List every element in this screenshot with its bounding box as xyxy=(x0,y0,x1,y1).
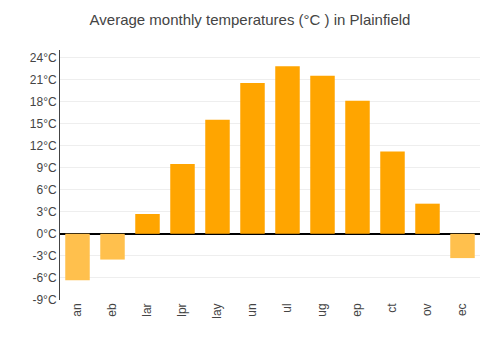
svg-text:lar: lar xyxy=(140,303,154,316)
svg-text:lay: lay xyxy=(210,303,224,318)
svg-text:21°C: 21°C xyxy=(30,73,57,87)
svg-text:-9°C: -9°C xyxy=(32,293,56,307)
svg-text:15°C: 15°C xyxy=(30,117,57,131)
svg-text:9°C: 9°C xyxy=(36,161,56,175)
svg-text:ec: ec xyxy=(455,303,469,316)
svg-text:3°C: 3°C xyxy=(36,205,56,219)
svg-text:-3°C: -3°C xyxy=(32,249,56,263)
svg-text:6°C: 6°C xyxy=(36,183,56,197)
svg-text:ug: ug xyxy=(315,303,329,316)
svg-text:ep: ep xyxy=(350,303,364,317)
svg-text:an: an xyxy=(70,303,84,316)
svg-text:un: un xyxy=(245,303,259,316)
svg-text:ct: ct xyxy=(385,303,399,313)
svg-text:12°C: 12°C xyxy=(30,139,57,153)
svg-text:0°C: 0°C xyxy=(36,227,56,241)
svg-text:eb: eb xyxy=(105,303,119,317)
svg-text:18°C: 18°C xyxy=(30,95,57,109)
svg-text:Average monthly temperatures (: Average monthly temperatures (°C ) in Pl… xyxy=(90,11,411,28)
svg-text:24°C: 24°C xyxy=(30,51,57,65)
svg-text:lpr: lpr xyxy=(175,303,189,316)
svg-text:ov: ov xyxy=(420,303,434,316)
svg-text:ul: ul xyxy=(280,303,294,312)
svg-text:-6°C: -6°C xyxy=(32,271,56,285)
